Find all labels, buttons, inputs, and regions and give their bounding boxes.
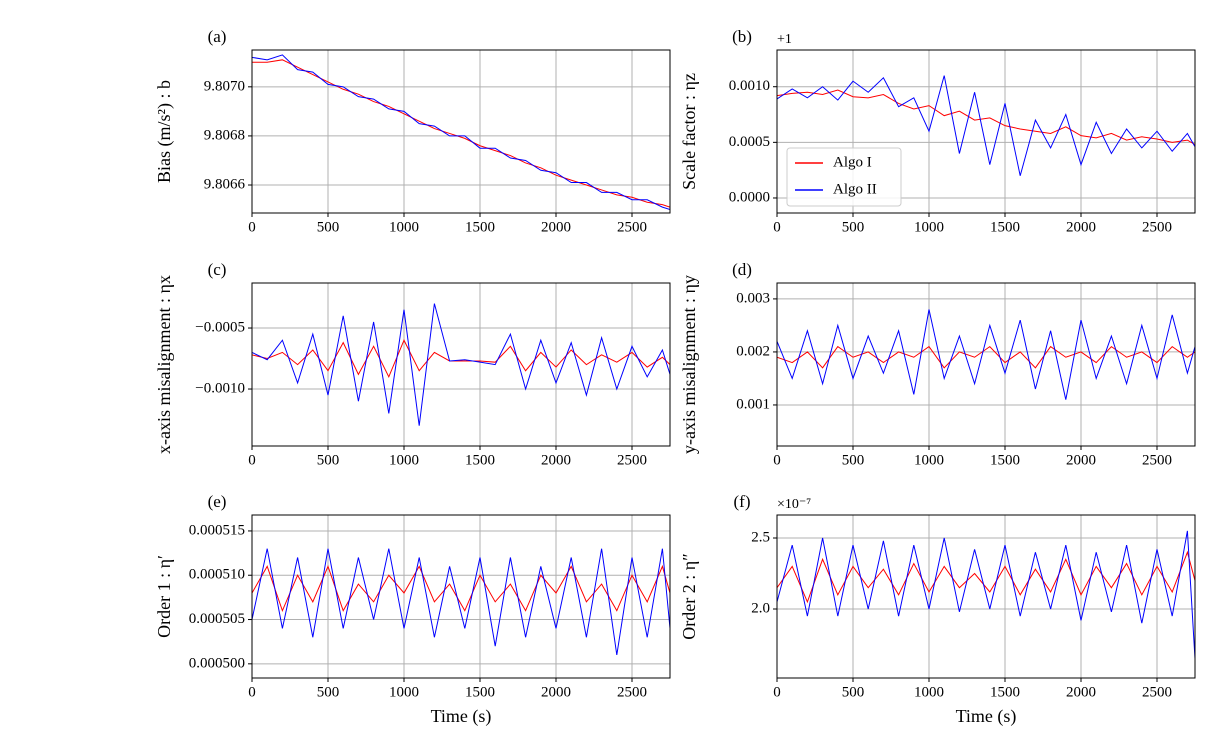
x-tick-label: 1500 bbox=[990, 684, 1020, 700]
x-tick-label: 1000 bbox=[389, 219, 419, 235]
y-axis-label: y-axis misalignment : ηy bbox=[679, 275, 699, 454]
series-line bbox=[252, 339, 670, 379]
series-line bbox=[252, 59, 670, 208]
x-tick-label: 2500 bbox=[1142, 452, 1172, 468]
panel: 0 500 1000 1500 2000 2500 0.000500 0.000505 0.00… bbox=[154, 492, 671, 727]
plot-frame bbox=[251, 514, 671, 679]
y-tick-label: −0.0005 bbox=[195, 319, 245, 335]
x-tick-label: 2000 bbox=[541, 452, 571, 468]
series-line bbox=[777, 530, 1195, 659]
y-tick-label: 0.0010 bbox=[729, 78, 770, 94]
x-tick-label: 0 bbox=[773, 684, 781, 700]
x-tick-label: 500 bbox=[317, 452, 340, 468]
y-tick-label: 0.000515 bbox=[189, 522, 245, 538]
series-line bbox=[777, 89, 1195, 146]
panel-label: (f) bbox=[734, 492, 751, 511]
y-tick-label: 2.0 bbox=[751, 600, 770, 616]
x-tick-label: 2500 bbox=[617, 684, 647, 700]
y-tick-label: 0.000510 bbox=[189, 567, 245, 583]
x-tick-label: 1500 bbox=[990, 219, 1020, 235]
y-axis-label: Order 1 : η′ bbox=[154, 555, 174, 638]
series-line bbox=[777, 345, 1195, 369]
y-tick-label: 0.000500 bbox=[189, 655, 245, 671]
plot-frame bbox=[251, 49, 671, 214]
x-tick-label: 1500 bbox=[990, 452, 1020, 468]
x-tick-label: 500 bbox=[842, 452, 865, 468]
y-tick-label: 0.0000 bbox=[729, 189, 770, 205]
series-line bbox=[252, 54, 670, 211]
panel-label: (a) bbox=[208, 27, 227, 46]
x-tick-label: 1500 bbox=[465, 219, 495, 235]
x-tick-label: 1000 bbox=[389, 684, 419, 700]
panel: 0 500 1000 1500 2000 2500 0.001 0.002 0.003 (d) y-… bbox=[679, 260, 1196, 468]
panel-label: (e) bbox=[208, 492, 227, 511]
x-tick-label: 2000 bbox=[1066, 684, 1096, 700]
offset-text: ×10⁻⁷ bbox=[777, 497, 811, 512]
x-tick-label: 2500 bbox=[1142, 219, 1172, 235]
x-tick-label: 500 bbox=[317, 684, 340, 700]
series-line bbox=[252, 548, 670, 656]
x-tick-label: 1000 bbox=[914, 219, 944, 235]
x-tick-label: 0 bbox=[248, 219, 256, 235]
x-tick-label: 0 bbox=[773, 452, 781, 468]
series-line bbox=[777, 75, 1195, 176]
y-tick-label: 0.001 bbox=[736, 396, 770, 412]
y-axis-label: x-axis misalignment : ηx bbox=[154, 275, 174, 454]
plot-frame bbox=[776, 49, 1196, 214]
x-tick-label: 2000 bbox=[1066, 219, 1096, 235]
y-tick-label: −0.0010 bbox=[195, 380, 245, 396]
y-tick-label: 0.000505 bbox=[189, 611, 245, 627]
panel: 0 500 1000 1500 2000 2500 −0.0010 −0.0005 (c) x-a… bbox=[154, 260, 671, 468]
x-tick-label: 1000 bbox=[914, 452, 944, 468]
x-tick-label: 2500 bbox=[617, 452, 647, 468]
legend-label: Algo II bbox=[833, 181, 877, 197]
x-tick-label: 2000 bbox=[1066, 452, 1096, 468]
x-tick-label: 0 bbox=[248, 684, 256, 700]
panel: 0 500 1000 1500 2000 2500 9.8066 9.8068 9.8070 (a… bbox=[154, 27, 671, 235]
series-line bbox=[777, 309, 1195, 400]
panel: 0 500 1000 1500 2000 2500 2.0 2.5 (f) Order 2 : η… bbox=[679, 492, 1196, 727]
panel: 0 500 1000 1500 2000 2500 0.0000 0.0005 0.0010 (b… bbox=[679, 27, 1196, 235]
x-tick-label: 500 bbox=[842, 219, 865, 235]
panel-label: (d) bbox=[732, 260, 752, 279]
y-tick-label: 0.002 bbox=[736, 343, 770, 359]
plot-frame bbox=[776, 514, 1196, 679]
x-tick-label: 1000 bbox=[914, 684, 944, 700]
y-axis-label: Order 2 : η″ bbox=[679, 553, 699, 639]
x-tick-label: 0 bbox=[248, 452, 256, 468]
x-tick-label: 1500 bbox=[465, 452, 495, 468]
x-tick-label: 500 bbox=[842, 684, 865, 700]
panel-label: (c) bbox=[208, 260, 227, 279]
y-axis-label: Bias (m/s²) : b bbox=[154, 80, 175, 183]
x-tick-label: 2000 bbox=[541, 684, 571, 700]
offset-text: +1 bbox=[777, 32, 792, 47]
x-tick-label: 500 bbox=[317, 219, 340, 235]
panel-label: (b) bbox=[732, 27, 752, 46]
y-tick-label: 0.0005 bbox=[729, 134, 770, 150]
y-tick-label: 2.5 bbox=[751, 529, 770, 545]
x-tick-label: 2000 bbox=[541, 219, 571, 235]
x-tick-label: 2500 bbox=[1142, 684, 1172, 700]
y-tick-label: 9.8070 bbox=[204, 78, 245, 94]
x-tick-label: 1000 bbox=[389, 452, 419, 468]
y-tick-label: 0.003 bbox=[736, 290, 770, 306]
x-tick-label: 0 bbox=[773, 219, 781, 235]
x-axis-label: Time (s) bbox=[431, 706, 492, 727]
series-line bbox=[777, 550, 1195, 604]
plot-frame bbox=[251, 282, 671, 447]
series-line bbox=[252, 303, 670, 426]
y-tick-label: 9.8068 bbox=[204, 127, 245, 143]
x-tick-label: 1500 bbox=[465, 684, 495, 700]
x-axis-label: Time (s) bbox=[956, 706, 1017, 727]
x-tick-label: 2500 bbox=[617, 219, 647, 235]
plot-frame bbox=[776, 282, 1196, 447]
y-tick-label: 9.8066 bbox=[204, 176, 246, 192]
legend-label: Algo I bbox=[833, 154, 872, 170]
y-axis-label: Scale factor : ηz bbox=[679, 73, 699, 190]
